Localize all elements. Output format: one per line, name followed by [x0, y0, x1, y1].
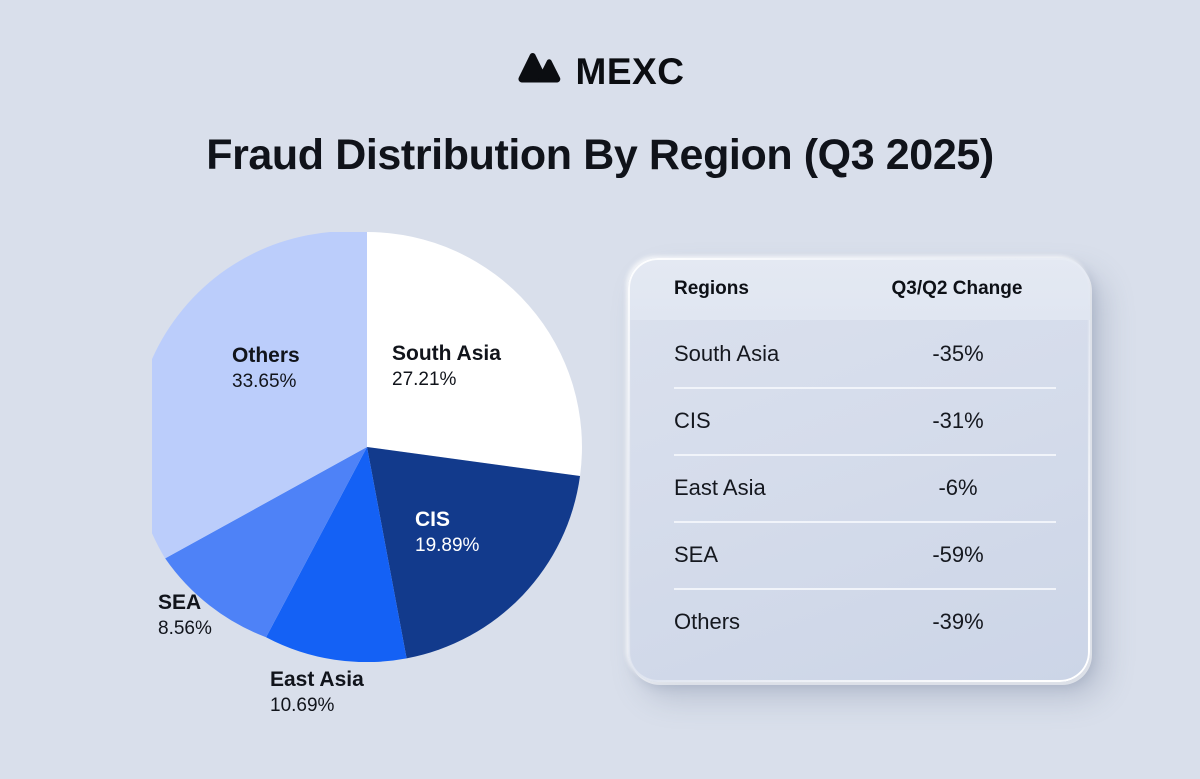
brand-logo: MEXC [0, 52, 1200, 91]
table-cell-region: South Asia [674, 340, 780, 366]
pie-slice-south-asia [367, 232, 582, 477]
pie-label-sea-value: 8.56% [158, 617, 212, 639]
table-header-change: Q3/Q2 Change [891, 278, 1023, 299]
table-row: South Asia -35% [628, 320, 1090, 387]
table-cell-region: SEA [674, 541, 719, 567]
pie-graphic [152, 232, 582, 662]
pie-label-cis: CIS 19.89% [415, 507, 479, 558]
table-cell-change: -31% [932, 407, 984, 433]
pie-label-others-value: 33.65% [232, 370, 297, 392]
pie-label-sea: SEA 8.56% [158, 590, 212, 641]
pie-slice-east-asia [266, 447, 407, 662]
region-change-table-card: Regions Q3/Q2 Change South Asia -35% CIS… [628, 258, 1090, 682]
pie-label-south-asia-value: 27.21% [392, 368, 457, 390]
pie-slice-others [152, 232, 367, 559]
table-row: Others -39% [628, 588, 1090, 655]
pie-label-others: Others 33.65% [232, 343, 300, 394]
table-cell-region: Others [674, 608, 741, 634]
table-body: South Asia -35% CIS -31% East Asia -6% S… [628, 320, 1090, 655]
table-header-row: Regions Q3/Q2 Change [628, 258, 1090, 320]
pie-slice-sea [165, 447, 367, 638]
table-cell-change: -6% [938, 474, 978, 500]
pie-label-east-asia-value: 10.69% [270, 694, 335, 716]
brand-wordmark: MEXC [576, 53, 685, 90]
table-cell-region: CIS [674, 407, 711, 433]
pie-label-sea-name: SEA [158, 591, 202, 614]
table-row: SEA -59% [628, 521, 1090, 588]
pie-label-cis-name: CIS [415, 508, 451, 531]
table-cell-change: -35% [932, 340, 984, 366]
table-cell-region: East Asia [674, 474, 766, 500]
pie-chart: Others 33.65% South Asia 27.21% CIS 19.8… [120, 215, 620, 735]
page-title: Fraud Distribution By Region (Q3 2025) [206, 131, 994, 179]
table-header-regions: Regions [674, 278, 749, 299]
table-row: CIS -31% [628, 387, 1090, 454]
pie-label-east-asia-name: East Asia [270, 668, 364, 691]
table-row: East Asia -6% [628, 454, 1090, 521]
pie-label-south-asia-name: South Asia [392, 342, 501, 365]
pie-label-east-asia: East Asia 10.69% [270, 667, 364, 718]
table-cell-change: -59% [932, 541, 984, 567]
mexc-mountain-logo-icon [516, 52, 562, 91]
pie-label-south-asia: South Asia 27.21% [392, 341, 501, 392]
pie-label-others-name: Others [232, 344, 300, 367]
brand-wordmark-text: MEXC [575, 51, 685, 92]
pie-label-cis-value: 19.89% [415, 534, 480, 556]
table-cell-change: -39% [932, 608, 984, 634]
pie-slice-cis [367, 447, 580, 659]
